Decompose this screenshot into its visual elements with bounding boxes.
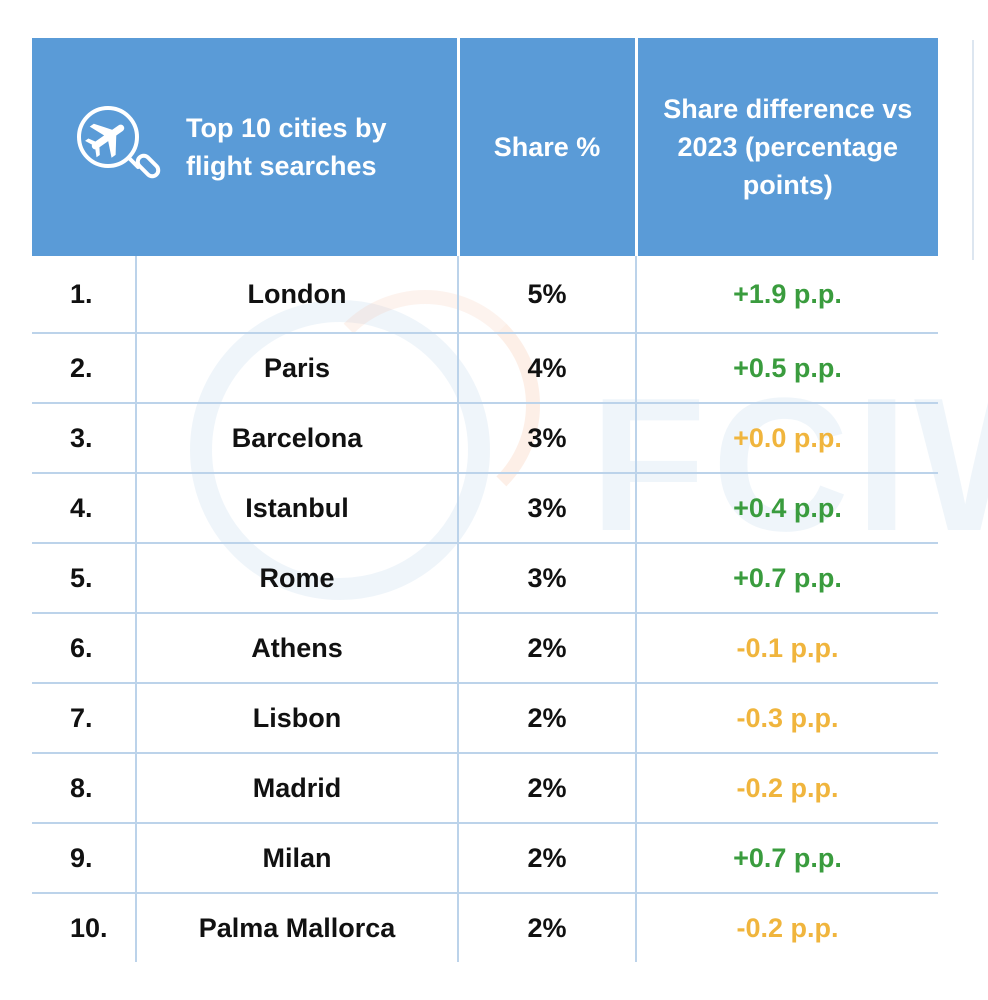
plane-search-icon <box>68 97 164 197</box>
city-cell: Athens <box>135 612 458 683</box>
top-cities-table: Top 10 cities by flight searches Share %… <box>32 38 938 962</box>
rank-cell: 6. <box>32 612 136 683</box>
share-cell: 3% <box>457 542 636 613</box>
share-cell: 5% <box>457 256 636 333</box>
rank-cell: 4. <box>32 472 136 543</box>
diff-cell: +0.7 p.p. <box>635 542 938 613</box>
header-share: Share % <box>456 38 636 256</box>
rank-cell: 1. <box>70 278 93 309</box>
rank-cell: 9. <box>32 822 136 893</box>
rank-cell: 8. <box>32 752 136 823</box>
table-row: 5. Rome 3% +0.7 p.p. <box>32 542 938 613</box>
table-row: 7. Lisbon 2% -0.3 p.p. <box>32 682 938 753</box>
city-cell: Paris <box>135 332 458 403</box>
rank-cell: 10. <box>32 892 136 962</box>
table-row: 10. Palma Mallorca 2% -0.2 p.p. <box>32 892 938 962</box>
diff-cell: +0.7 p.p. <box>635 822 938 893</box>
diff-cell: -0.1 p.p. <box>635 612 938 683</box>
table-row: 6. Athens 2% -0.1 p.p. <box>32 612 938 683</box>
city-cell: London <box>135 256 458 333</box>
diff-cell: -0.2 p.p. <box>635 752 938 823</box>
header-city: Top 10 cities by flight searches <box>32 38 458 256</box>
header-city-label: Top 10 cities by flight searches <box>186 113 387 181</box>
adjacent-panel-edge <box>972 40 988 260</box>
share-cell: 3% <box>457 472 636 543</box>
rank-cell: 2. <box>32 332 136 403</box>
share-cell: 2% <box>457 612 636 683</box>
diff-cell: +1.9 p.p. <box>635 256 938 333</box>
table-row: 1. London 5% +1.9 p.p. <box>32 256 938 333</box>
share-cell: 2% <box>457 892 636 962</box>
share-cell: 2% <box>457 822 636 893</box>
share-cell: 4% <box>457 332 636 403</box>
header-share-diff: Share difference vs 2023 (percentage poi… <box>634 38 938 256</box>
diff-cell: +0.5 p.p. <box>635 332 938 403</box>
city-cell: Rome <box>135 542 458 613</box>
share-cell: 2% <box>457 752 636 823</box>
diff-cell: -0.2 p.p. <box>635 892 938 962</box>
table-row: 8. Madrid 2% -0.2 p.p. <box>32 752 938 823</box>
city-cell: Palma Mallorca <box>135 892 458 962</box>
diff-cell: +0.4 p.p. <box>635 472 938 543</box>
city-cell: Lisbon <box>135 682 458 753</box>
share-cell: 3% <box>457 402 636 473</box>
diff-cell: +0.0 p.p. <box>635 402 938 473</box>
city-cell: Barcelona <box>135 402 458 473</box>
rank-cell: 5. <box>32 542 136 613</box>
table-row: 9. Milan 2% +0.7 p.p. <box>32 822 938 893</box>
diff-cell: -0.3 p.p. <box>635 682 938 753</box>
table-row: 4. Istanbul 3% +0.4 p.p. <box>32 472 938 543</box>
table-header-row: Top 10 cities by flight searches Share %… <box>32 38 938 256</box>
table-row: 2. Paris 4% +0.5 p.p. <box>32 332 938 403</box>
share-cell: 2% <box>457 682 636 753</box>
city-cell: Istanbul <box>135 472 458 543</box>
rank-cell: 3. <box>32 402 136 473</box>
rank-cell: 7. <box>32 682 136 753</box>
table-row: 3. Barcelona 3% +0.0 p.p. <box>32 402 938 473</box>
city-cell: Milan <box>135 822 458 893</box>
city-cell: Madrid <box>135 752 458 823</box>
